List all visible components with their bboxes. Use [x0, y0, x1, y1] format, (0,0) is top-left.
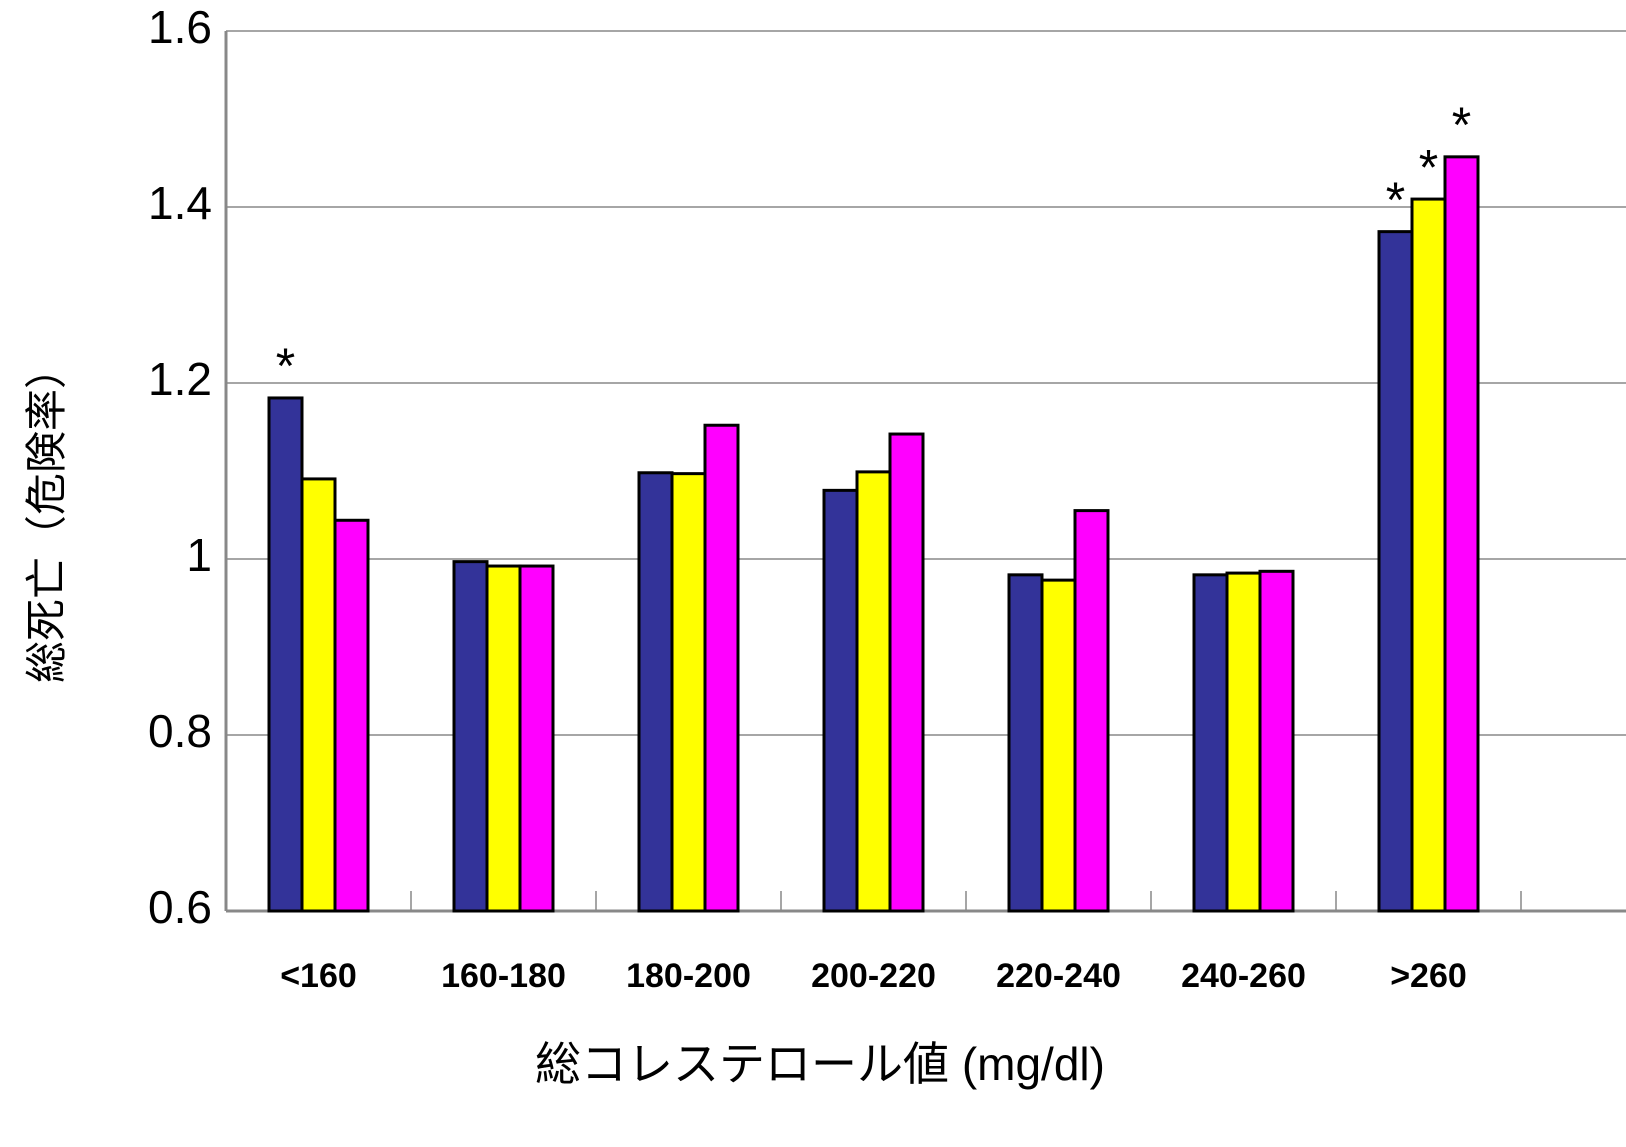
bar: [518, 564, 555, 913]
bar: [1040, 578, 1077, 913]
bar: [452, 560, 489, 913]
bar: [1225, 571, 1262, 913]
x-tick-label: <160: [280, 957, 357, 995]
y-tick-label: 1: [186, 529, 212, 581]
bar: [1377, 230, 1414, 913]
y-axis-label: 総死亡（危険率）: [23, 347, 70, 683]
x-tick-label: 220-240: [996, 957, 1121, 995]
y-tick-label: 1.6: [148, 1, 212, 53]
y-tick-label: 1.2: [148, 353, 212, 405]
annotation: *: [276, 338, 295, 394]
x-tick-label: 200-220: [811, 957, 936, 995]
bar: [888, 432, 925, 913]
y-tick-label: 0.6: [148, 881, 212, 933]
y-tick-label: 0.8: [148, 705, 212, 757]
bar: [703, 423, 740, 913]
bar: [485, 564, 522, 913]
bar: [1258, 569, 1295, 913]
x-tick-label: 160-180: [441, 957, 566, 995]
bar: [670, 472, 707, 913]
bar: [855, 470, 892, 913]
x-tick-label: >260: [1390, 957, 1467, 995]
bar: [1410, 197, 1447, 913]
annotation: *: [1386, 172, 1405, 228]
bar: [267, 396, 304, 913]
y-tick-label: 1.4: [148, 177, 212, 229]
bar: [1073, 509, 1110, 913]
annotation: *: [1452, 97, 1471, 153]
bar: [300, 477, 337, 913]
bar: [822, 488, 859, 913]
x-tick-label: 240-260: [1181, 957, 1306, 995]
bar: [637, 471, 674, 913]
annotation: *: [1419, 139, 1438, 195]
bar: [1192, 573, 1229, 913]
bar: [1007, 573, 1044, 913]
bar: [1443, 155, 1480, 913]
x-tick-label: 180-200: [626, 957, 751, 995]
bar: [333, 518, 370, 913]
x-axis-label: 総コレステロール値 (mg/dl): [535, 1038, 1105, 1090]
